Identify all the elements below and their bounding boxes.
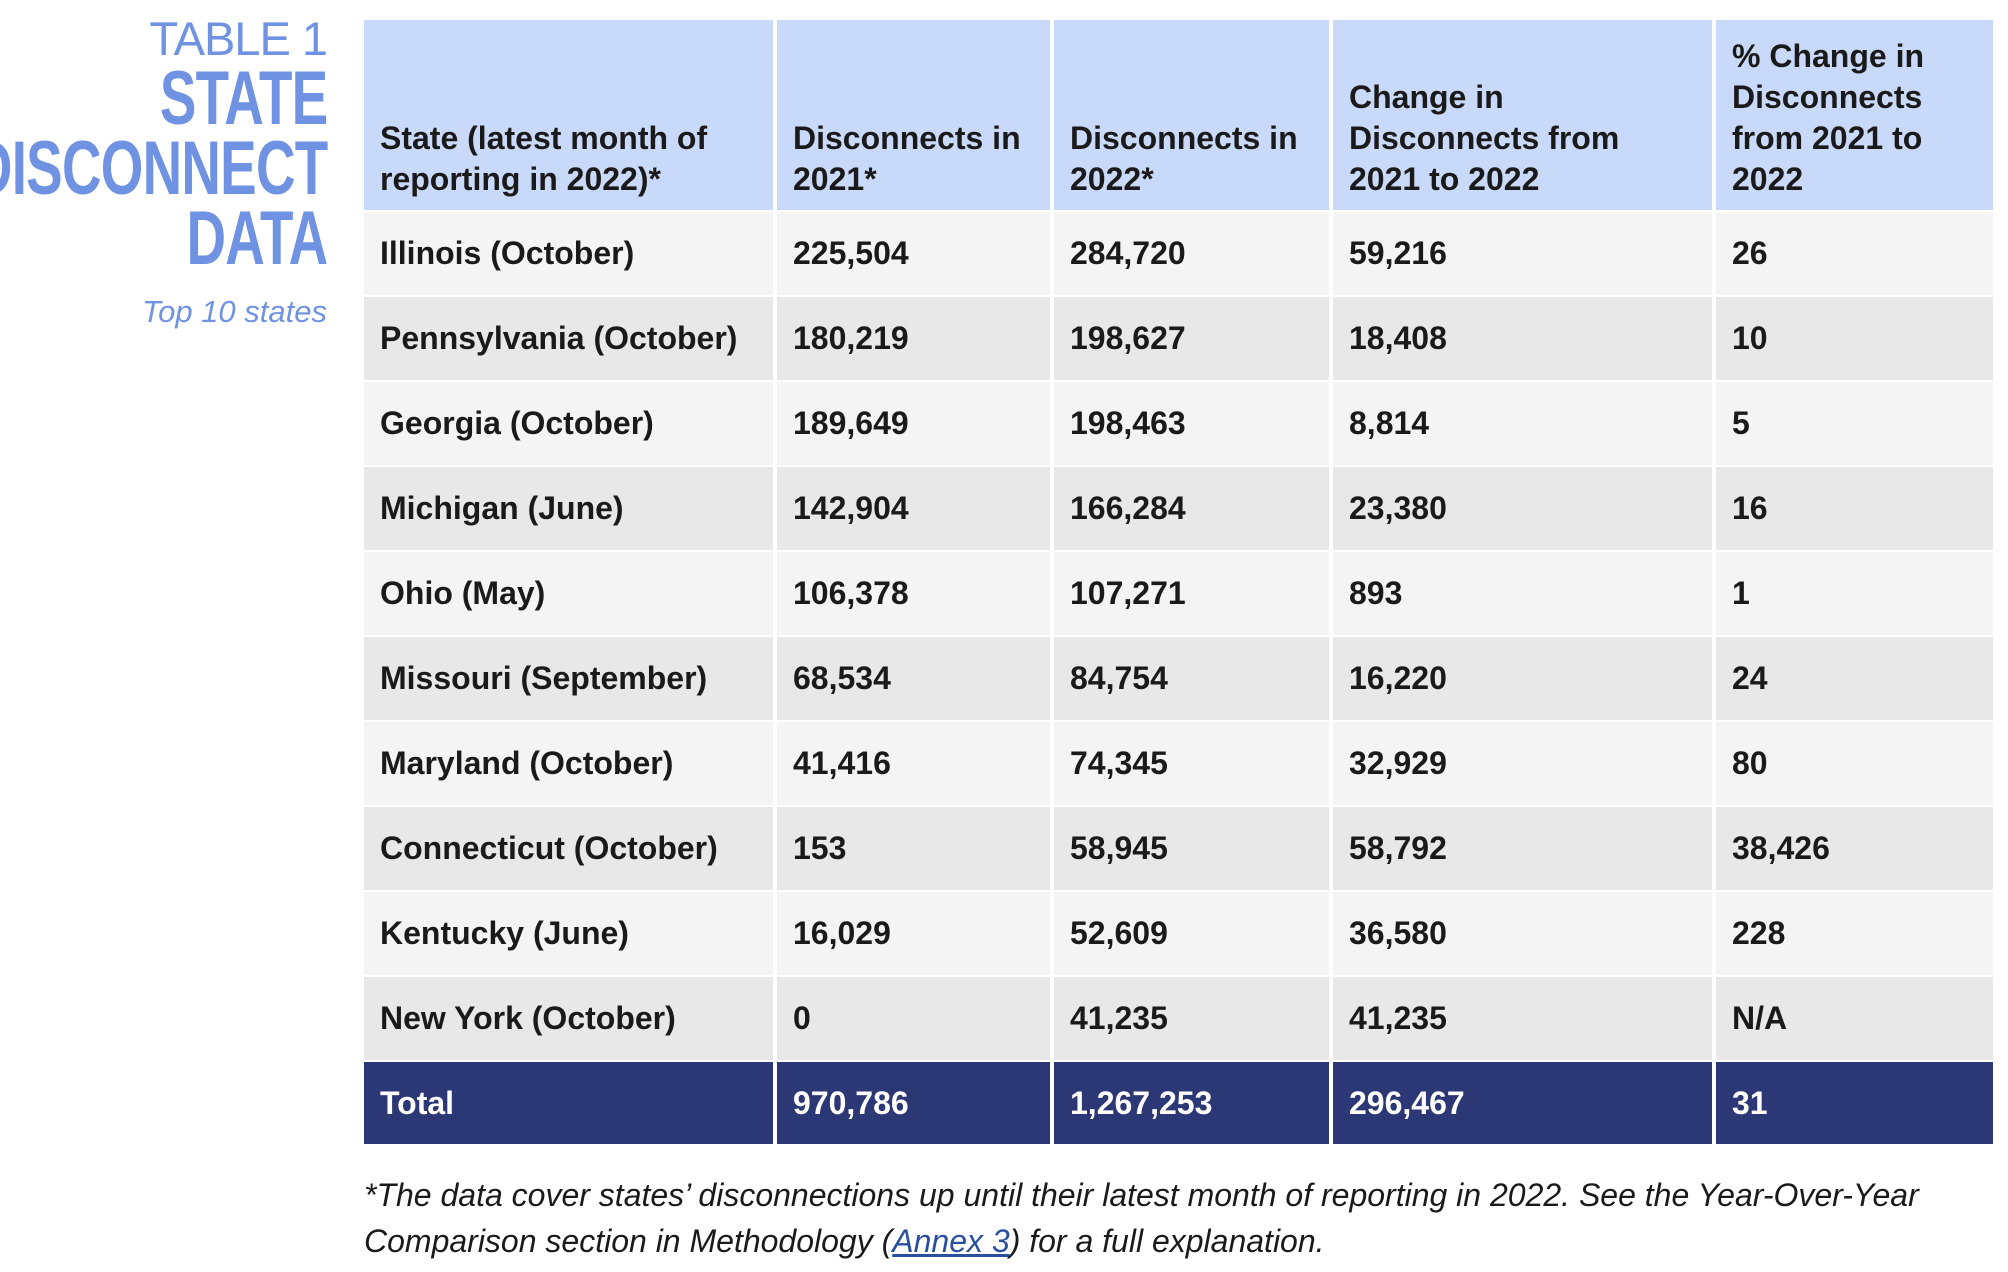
table-cell: 142,904 [777,467,1050,550]
state-name-cell: Georgia (October) [364,382,773,465]
table-cell: 68,534 [777,637,1050,720]
table-cell: 189,649 [777,382,1050,465]
table-cell: 24 [1716,637,1993,720]
table-cell: 38,426 [1716,807,1993,890]
table-cell: 58,945 [1054,807,1329,890]
table-cell: 16,220 [1333,637,1712,720]
table-cell: 16,029 [777,892,1050,975]
footnote: *The data cover states’ disconnections u… [364,1172,2004,1264]
table-cell: 74,345 [1054,722,1329,805]
table-cell: 5 [1716,382,1993,465]
table-cell: 58,792 [1333,807,1712,890]
table-cell: 52,609 [1054,892,1329,975]
table-cell: 180,219 [777,297,1050,380]
table-cell: 1 [1716,552,1993,635]
table-cell: N/A [1716,977,1993,1060]
table-cell: 10 [1716,297,1993,380]
table-cell: 166,284 [1054,467,1329,550]
table-cell: 153 [777,807,1050,890]
footnote-text-end: ) for a full explanation. [1009,1223,1325,1259]
table-cell: 84,754 [1054,637,1329,720]
table-subtitle: Top 10 states [142,294,327,329]
total-label: Total [364,1062,773,1144]
column-header: State (latest month of reporting in 2022… [364,20,773,210]
column-header: % Change in Disconnects from 2021 to 202… [1716,20,1993,210]
table-cell: 32,929 [1333,722,1712,805]
column-header: Change in Disconnects from 2021 to 2022 [1333,20,1712,210]
table-cell: 41,235 [1054,977,1329,1060]
state-name-cell: Michigan (June) [364,467,773,550]
table-cell: 18,408 [1333,297,1712,380]
table-cell: 106,378 [777,552,1050,635]
table-cell: 198,627 [1054,297,1329,380]
state-name-cell: Kentucky (June) [364,892,773,975]
table-cell: 198,463 [1054,382,1329,465]
annex-3-link[interactable]: Annex 3 [892,1223,1010,1259]
table-cell: 0 [777,977,1050,1060]
state-name-cell: Maryland (October) [364,722,773,805]
state-name-cell: New York (October) [364,977,773,1060]
table-cell: 8,814 [1333,382,1712,465]
table-cell: 59,216 [1333,212,1712,295]
table-cell: 23,380 [1333,467,1712,550]
table-cell: 893 [1333,552,1712,635]
table-cell: 225,504 [777,212,1050,295]
total-cell: 31 [1716,1062,1993,1144]
table-title-block: TABLE 1 STATE DISCONNECT DATA Top 10 sta… [0,12,328,330]
total-cell: 1,267,253 [1054,1062,1329,1144]
state-name-cell: Illinois (October) [364,212,773,295]
state-name-cell: Missouri (September) [364,637,773,720]
table-cell: 228 [1716,892,1993,975]
table-cell: 26 [1716,212,1993,295]
table-title-line: DISCONNECT [0,126,328,211]
state-name-cell: Ohio (May) [364,552,773,635]
table-cell: 107,271 [1054,552,1329,635]
state-name-cell: Connecticut (October) [364,807,773,890]
table-cell: 284,720 [1054,212,1329,295]
total-cell: 296,467 [1333,1062,1712,1144]
table-cell: 36,580 [1333,892,1712,975]
column-header: Disconnects in 2021* [777,20,1050,210]
state-name-cell: Pennsylvania (October) [364,297,773,380]
table-cell: 80 [1716,722,1993,805]
table-cell: 41,416 [777,722,1050,805]
table-title-line: DATA [186,196,328,281]
disconnect-data-table: State (latest month of reporting in 2022… [364,20,1993,1144]
table-cell: 41,235 [1333,977,1712,1060]
table-cell: 16 [1716,467,1993,550]
table-number: TABLE 1 [149,12,328,65]
column-header: Disconnects in 2022* [1054,20,1329,210]
table-title-line: STATE [159,56,327,141]
total-cell: 970,786 [777,1062,1050,1144]
footnote-text: *The data cover states’ disconnections u… [364,1177,1919,1259]
